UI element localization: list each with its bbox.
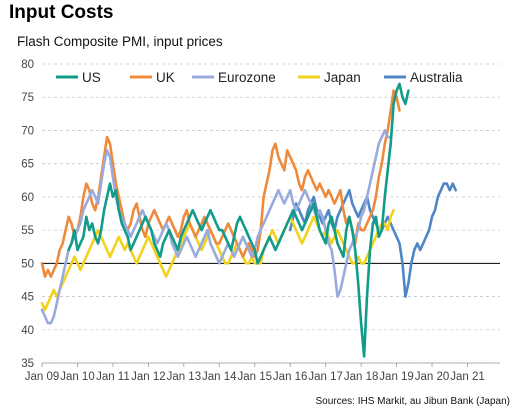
x-tick-label: Jan 12 bbox=[131, 371, 166, 383]
y-tick-label: 40 bbox=[21, 325, 34, 337]
grid-lines bbox=[42, 63, 500, 364]
legend-label-us: US bbox=[82, 70, 101, 85]
source-note: Sources: IHS Markit, au Jibun Bank (Japa… bbox=[315, 396, 510, 407]
legend: US UK Eurozone Japan Australia bbox=[56, 70, 463, 85]
x-tick-label: Jan 20 bbox=[415, 371, 450, 383]
y-tick-label: 55 bbox=[21, 225, 34, 237]
x-axis-ticks: Jan 09 Jan 10 Jan 11 Jan 12 Jan 13 Jan 14 Jan … bbox=[25, 363, 485, 383]
y-tick-label: 80 bbox=[21, 59, 34, 71]
series-lines bbox=[40, 82, 458, 358]
legend-label-japan: Japan bbox=[324, 70, 361, 85]
x-tick-label: Jan 21 bbox=[450, 371, 485, 383]
series-line-us bbox=[67, 82, 410, 358]
y-tick-label: 35 bbox=[21, 358, 34, 370]
x-tick-label: Jan 11 bbox=[96, 371, 130, 383]
y-tick-label: 75 bbox=[21, 92, 34, 104]
x-tick-label: Jan 10 bbox=[60, 371, 95, 383]
x-tick-label: Jan 13 bbox=[167, 371, 202, 383]
y-tick-label: 65 bbox=[21, 159, 34, 171]
x-tick-label: Jan 18 bbox=[344, 371, 379, 383]
series-line-australia bbox=[288, 182, 458, 298]
y-axis-ticks: 35 40 45 50 55 60 65 70 75 80 bbox=[21, 59, 34, 370]
x-tick-label: Jan 17 bbox=[308, 371, 343, 383]
y-tick-label: 50 bbox=[21, 258, 34, 270]
legend-label-uk: UK bbox=[156, 70, 175, 85]
x-tick-label: Jan 09 bbox=[25, 371, 60, 383]
y-tick-label: 60 bbox=[21, 192, 34, 204]
x-tick-label: Jan 14 bbox=[202, 371, 237, 383]
x-tick-label: Jan 19 bbox=[379, 371, 414, 383]
chart-subtitle: Flash Composite PMI, input prices bbox=[17, 34, 223, 49]
y-tick-label: 45 bbox=[21, 292, 34, 304]
y-tick-label: 70 bbox=[21, 125, 34, 137]
legend-label-eurozone: Eurozone bbox=[218, 70, 276, 85]
x-tick-label: Jan 16 bbox=[273, 371, 308, 383]
legend-label-australia: Australia bbox=[410, 70, 463, 85]
series-line-eurozone bbox=[40, 129, 393, 325]
x-tick-label: Jan 15 bbox=[237, 371, 272, 383]
chart-title: Input Costs bbox=[9, 2, 114, 23]
